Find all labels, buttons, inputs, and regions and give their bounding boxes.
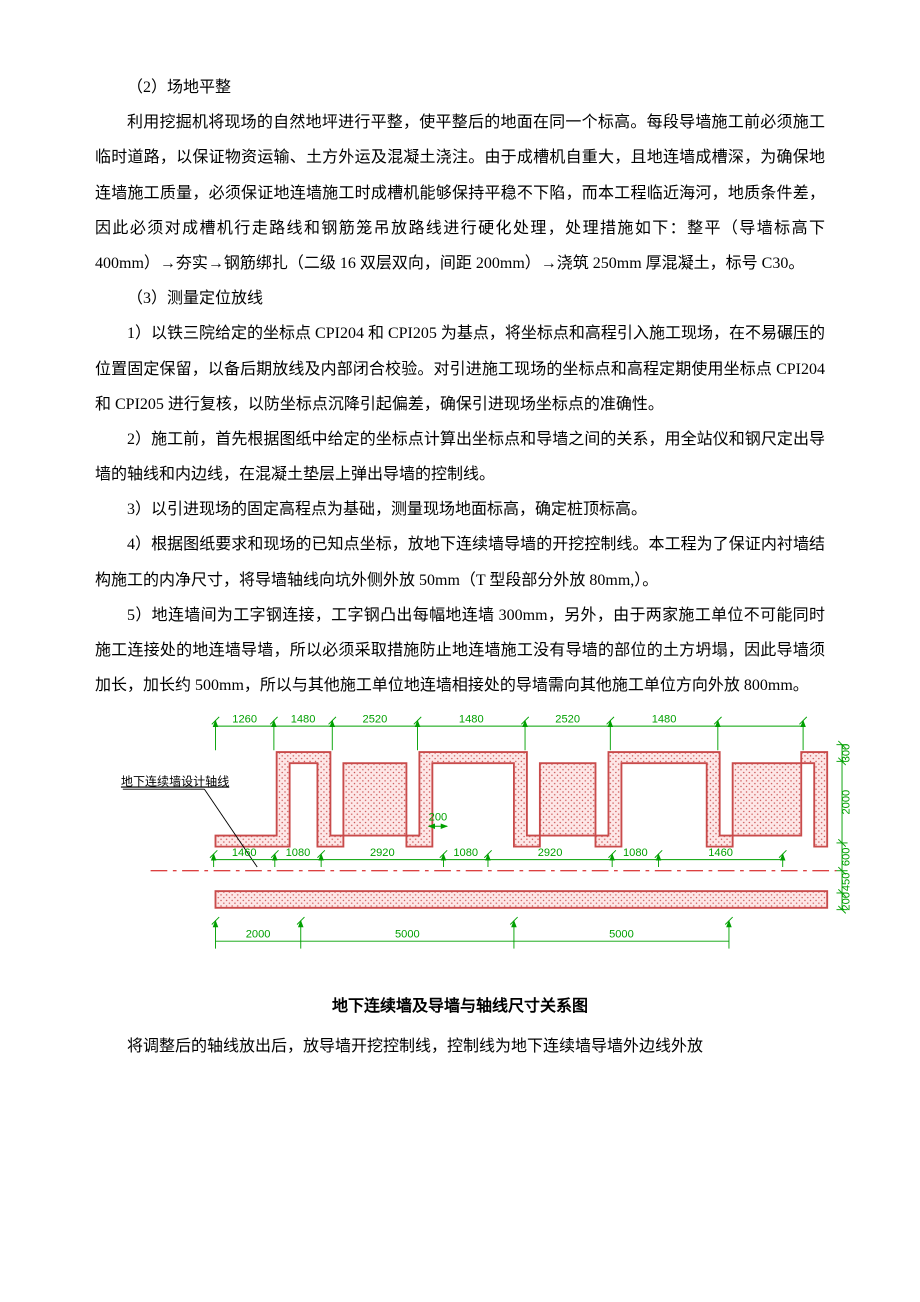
svg-text:2520: 2520: [555, 714, 580, 726]
section-heading-3: （3）测量定位放线: [95, 281, 825, 316]
guide-wall-diagram: 1260 1480 2520 1480 2520 1480 200 地下连续墙设计轴线 1…: [95, 707, 825, 977]
paragraph-survey-1: 1）以铁三院给定的坐标点 CPI204 和 CPI205 为基点，将坐标点和高程…: [95, 316, 825, 422]
paragraph-survey-3: 3）以引进现场的固定高程点为基础，测量现场地面标高，确定桩顶标高。: [95, 492, 825, 527]
svg-text:1080: 1080: [453, 847, 478, 859]
svg-text:1260: 1260: [232, 714, 257, 726]
bottom-dimension-row: 2000 5000 5000: [212, 917, 733, 949]
top-dimension-row: 1260 1480 2520 1480 2520 1480: [212, 714, 807, 751]
svg-text:200: 200: [840, 892, 852, 911]
svg-text:5000: 5000: [395, 929, 420, 941]
svg-text:450: 450: [840, 873, 852, 892]
svg-text:地下连续墙设计轴线: 地下连续墙设计轴线: [121, 774, 229, 789]
svg-text:2920: 2920: [370, 847, 395, 859]
paragraph-survey-2: 2）施工前，首先根据图纸中给定的坐标点计算出坐标点和导墙之间的关系，用全站仪和钢…: [95, 422, 825, 492]
svg-text:1480: 1480: [459, 714, 484, 726]
svg-text:2000: 2000: [246, 929, 271, 941]
right-dimension-column: 300 2000 600 450200: [836, 741, 852, 913]
svg-text:1480: 1480: [652, 714, 677, 726]
svg-text:5000: 5000: [609, 929, 634, 941]
svg-text:1460: 1460: [232, 847, 257, 859]
paragraph-site-leveling: 利用挖掘机将现场的自然地坪进行平整，使平整后的地面在同一个标高。每段导墙施工前必…: [95, 105, 825, 281]
svg-text:200: 200: [429, 812, 448, 824]
paragraph-survey-5: 5）地连墙间为工字钢连接，工字钢凸出每幅地连墙 300mm，另外，由于两家施工单…: [95, 598, 825, 704]
svg-text:1480: 1480: [291, 714, 316, 726]
svg-text:2520: 2520: [363, 714, 388, 726]
upper-guide-wall: [215, 752, 827, 847]
svg-text:600: 600: [840, 848, 852, 867]
svg-text:300: 300: [840, 744, 852, 763]
svg-text:1080: 1080: [623, 847, 648, 859]
svg-text:1080: 1080: [286, 847, 311, 859]
figure-caption: 地下连续墙及导墙与轴线尺寸关系图: [95, 989, 825, 1024]
lower-diaphragm-wall: [215, 891, 827, 908]
paragraph-survey-4: 4）根据图纸要求和现场的已知点坐标，放地下连续墙导墙的开挖控制线。本工程为了保证…: [95, 527, 825, 597]
svg-text:1460: 1460: [708, 847, 733, 859]
paragraph-after-figure: 将调整后的轴线放出后，放导墙开挖控制线，控制线为地下连续墙导墙外边线外放: [95, 1029, 825, 1064]
section-heading-2: （2）场地平整: [95, 70, 825, 105]
svg-text:2920: 2920: [538, 847, 563, 859]
mid-dimension-row: 1460 1080 2920 1080 2920 1080 1460: [210, 847, 786, 867]
svg-text:2000: 2000: [840, 790, 852, 815]
